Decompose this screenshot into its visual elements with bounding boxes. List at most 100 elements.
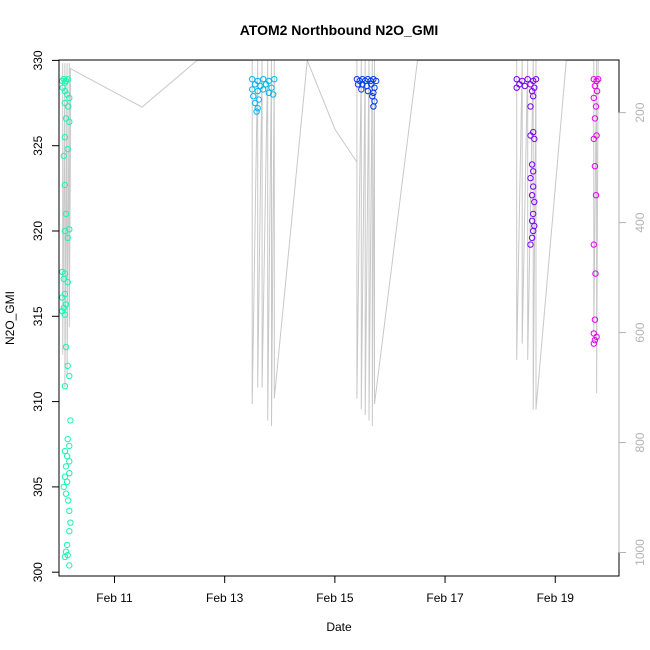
data-point-series-1 bbox=[62, 77, 70, 85]
x-axis: Feb 11 Feb 13 Feb 15 Feb 17 Feb 19 bbox=[96, 575, 575, 605]
chart-title: ATOM2 Northbound N2O_GMI bbox=[240, 22, 439, 38]
y-tick-label: 310 bbox=[31, 391, 45, 411]
data-point-series-4 bbox=[530, 210, 537, 218]
data-point-series-1 bbox=[61, 473, 69, 480]
data-point-series-5 bbox=[591, 163, 599, 170]
data-point-series-1 bbox=[62, 343, 70, 351]
x-axis-label: Date bbox=[326, 620, 352, 634]
data-point-series-5 bbox=[591, 115, 599, 122]
data-point-series-5 bbox=[591, 82, 599, 90]
data-point-series-1 bbox=[61, 553, 69, 560]
data-point-series-4 bbox=[527, 132, 534, 139]
data-point-series-1 bbox=[67, 417, 74, 424]
data-point-series-1 bbox=[65, 497, 72, 504]
data-point-series-1 bbox=[61, 311, 69, 318]
pressure-track bbox=[62, 59, 599, 427]
data-points bbox=[59, 76, 602, 569]
y-axis: 300 305 310 315 320 325 330 bbox=[31, 50, 60, 582]
data-point-series-1 bbox=[60, 304, 67, 311]
data-point-series-4 bbox=[527, 174, 534, 182]
data-point-series-3 bbox=[369, 93, 376, 100]
data-point-series-4 bbox=[530, 168, 537, 175]
data-point-series-1 bbox=[61, 383, 69, 390]
data-point-series-3 bbox=[370, 89, 377, 97]
data-point-series-1 bbox=[64, 145, 71, 153]
data-point-series-1 bbox=[62, 463, 70, 470]
data-point-series-5 bbox=[590, 94, 597, 102]
right-tick-label: 800 bbox=[633, 432, 647, 452]
data-point-series-1 bbox=[64, 435, 71, 443]
data-point-series-1 bbox=[63, 453, 71, 460]
data-point-series-5 bbox=[590, 241, 597, 248]
data-point-series-2 bbox=[254, 87, 261, 95]
data-point-series-4 bbox=[527, 103, 534, 110]
data-point-series-1 bbox=[64, 279, 71, 286]
data-point-series-1 bbox=[66, 458, 73, 465]
data-point-series-1 bbox=[66, 470, 73, 477]
x-tick-label: Feb 19 bbox=[537, 591, 575, 605]
data-point-series-1 bbox=[63, 478, 71, 485]
data-point-series-1 bbox=[64, 362, 71, 369]
data-point-series-1 bbox=[64, 234, 71, 242]
data-point-series-2 bbox=[254, 105, 261, 112]
data-point-series-4 bbox=[530, 183, 537, 190]
pressure-track-line bbox=[62, 59, 599, 427]
y-tick-label: 330 bbox=[31, 50, 45, 70]
data-point-series-1 bbox=[67, 519, 74, 526]
y-tick-label: 325 bbox=[31, 135, 45, 155]
right-tick-label: 200 bbox=[633, 102, 647, 122]
data-point-series-1 bbox=[61, 447, 69, 455]
x-tick-label: Feb 15 bbox=[316, 591, 354, 605]
data-point-series-1 bbox=[60, 483, 67, 491]
right-axis: 200 400 600 800 1000 bbox=[618, 102, 647, 566]
right-tick-label: 600 bbox=[633, 322, 647, 342]
data-point-series-1 bbox=[66, 528, 73, 535]
data-point-series-4 bbox=[528, 192, 536, 199]
data-point-series-1 bbox=[61, 134, 69, 141]
data-point-series-1 bbox=[60, 275, 67, 282]
data-point-series-5 bbox=[590, 340, 597, 347]
data-point-series-1 bbox=[66, 94, 73, 102]
data-point-series-1 bbox=[66, 562, 73, 569]
data-point-series-5 bbox=[592, 103, 600, 110]
data-point-series-2 bbox=[253, 108, 260, 115]
data-point-series-3 bbox=[358, 86, 365, 93]
right-tick-label: 400 bbox=[633, 212, 647, 232]
y-axis-label: N2O_GMI bbox=[3, 291, 17, 345]
data-point-series-2 bbox=[251, 99, 259, 107]
data-point-series-1 bbox=[66, 118, 73, 126]
data-point-series-2 bbox=[250, 93, 257, 100]
data-point-series-1 bbox=[62, 115, 70, 122]
data-point-series-5 bbox=[592, 270, 599, 277]
data-point-series-4 bbox=[530, 227, 537, 235]
data-point-series-5 bbox=[592, 192, 600, 199]
data-point-series-1 bbox=[61, 99, 69, 107]
x-tick-label: Feb 17 bbox=[426, 591, 464, 605]
data-point-series-1 bbox=[65, 103, 72, 110]
data-point-series-5 bbox=[593, 87, 601, 95]
x-tick-label: Feb 11 bbox=[96, 591, 133, 605]
data-point-series-4 bbox=[524, 76, 531, 83]
y-tick-label: 300 bbox=[31, 562, 45, 582]
data-point-series-2 bbox=[255, 96, 262, 103]
data-point-series-2 bbox=[249, 86, 256, 93]
data-point-series-1 bbox=[66, 372, 73, 380]
y-tick-label: 320 bbox=[31, 221, 45, 241]
data-point-series-4 bbox=[530, 93, 537, 100]
data-point-series-4 bbox=[513, 84, 520, 91]
data-point-series-3 bbox=[354, 81, 362, 88]
data-point-series-1 bbox=[66, 442, 73, 450]
data-point-series-2 bbox=[251, 81, 259, 88]
data-point-series-3 bbox=[370, 103, 377, 110]
data-point-series-4 bbox=[528, 234, 536, 242]
data-point-series-5 bbox=[591, 316, 599, 323]
data-point-series-2 bbox=[262, 81, 270, 88]
data-point-series-5 bbox=[593, 333, 600, 340]
data-point-series-1 bbox=[66, 226, 73, 233]
x-tick-label: Feb 13 bbox=[206, 591, 244, 605]
data-point-series-1 bbox=[61, 181, 69, 189]
y-tick-label: 305 bbox=[31, 477, 45, 497]
data-point-series-2 bbox=[249, 76, 256, 83]
data-point-series-1 bbox=[64, 76, 71, 83]
